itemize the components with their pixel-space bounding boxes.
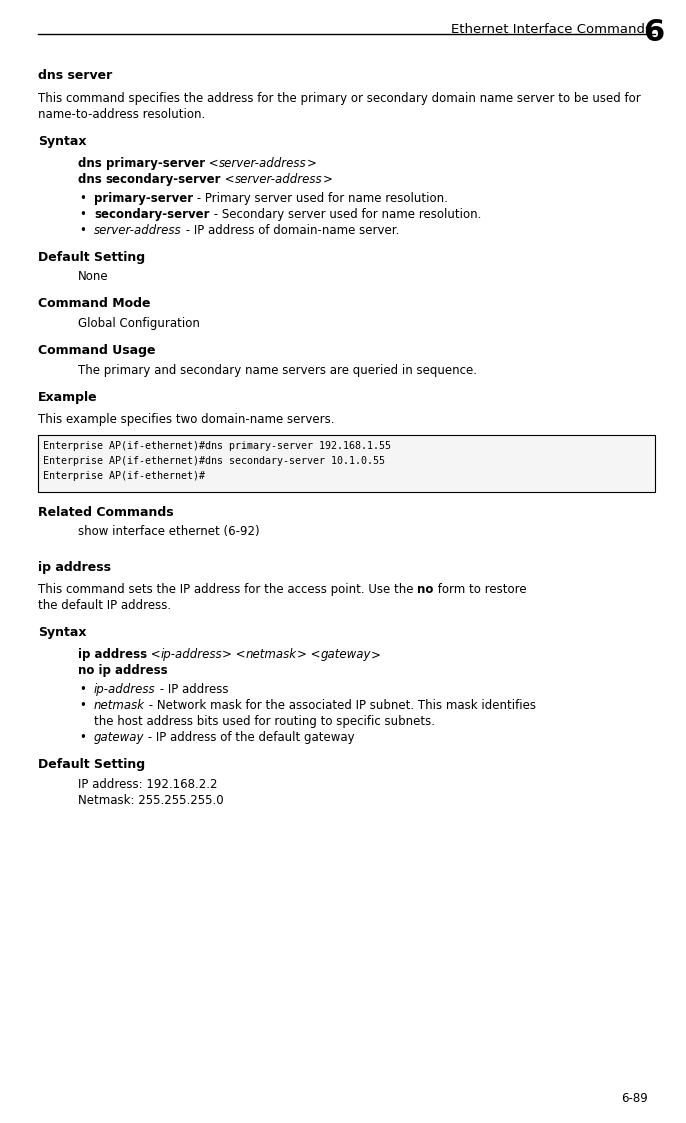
Text: - Secondary server used for name resolution.: - Secondary server used for name resolut… — [209, 208, 481, 220]
Text: server-address: server-address — [94, 223, 182, 237]
Text: the host address bits used for routing to specific subnets.: the host address bits used for routing t… — [94, 715, 435, 728]
Text: > <: > < — [222, 648, 246, 661]
Text: - Network mask for the associated IP subnet. This mask identifies: - Network mask for the associated IP sub… — [145, 699, 536, 712]
Text: This example specifies two domain-name servers.: This example specifies two domain-name s… — [38, 413, 335, 426]
Bar — [38, 435, 655, 492]
Text: 6: 6 — [643, 18, 664, 47]
Text: Example: Example — [38, 391, 97, 404]
Text: •: • — [79, 731, 86, 743]
Text: - IP address of domain-name server.: - IP address of domain-name server. — [182, 223, 399, 237]
Text: server-address: server-address — [219, 157, 306, 170]
Text: •: • — [79, 223, 86, 237]
Text: primary-server: primary-server — [94, 192, 193, 204]
Text: >: > — [306, 157, 316, 170]
Text: Command Usage: Command Usage — [38, 344, 156, 357]
Text: The primary and secondary name servers are queried in sequence.: The primary and secondary name servers a… — [78, 364, 477, 376]
Text: form to restore: form to restore — [434, 583, 526, 596]
Text: Netmask: 255.255.255.0: Netmask: 255.255.255.0 — [78, 794, 224, 806]
Text: Default Setting: Default Setting — [38, 758, 145, 770]
Text: gateway: gateway — [320, 648, 371, 661]
Text: secondary-server: secondary-server — [94, 208, 209, 220]
Text: server-address: server-address — [235, 173, 322, 186]
Text: <: < — [205, 157, 219, 170]
Text: IP address: 192.168.2.2: IP address: 192.168.2.2 — [78, 777, 217, 791]
Text: <: < — [222, 173, 235, 186]
Text: Syntax: Syntax — [38, 135, 86, 147]
Text: ip-address: ip-address — [161, 648, 222, 661]
Text: •: • — [79, 192, 86, 204]
Text: ip address: ip address — [38, 560, 111, 574]
Text: 6-89: 6-89 — [622, 1092, 648, 1105]
Text: show interface ethernet (6-92): show interface ethernet (6-92) — [78, 526, 259, 538]
Text: <: < — [147, 648, 161, 661]
Text: the default IP address.: the default IP address. — [38, 599, 171, 612]
Text: •: • — [79, 699, 86, 712]
Text: no: no — [417, 583, 434, 596]
Text: >: > — [322, 173, 333, 186]
Text: - IP address: - IP address — [156, 683, 228, 696]
Text: Related Commands: Related Commands — [38, 505, 174, 519]
Text: Enterprise AP(if-ethernet)#dns secondary-server 10.1.0.55: Enterprise AP(if-ethernet)#dns secondary… — [43, 456, 385, 466]
Text: None: None — [78, 271, 108, 283]
Text: dns: dns — [78, 157, 106, 170]
Text: no ip address: no ip address — [78, 665, 167, 677]
Text: Enterprise AP(if-ethernet)#: Enterprise AP(if-ethernet)# — [43, 471, 205, 481]
Text: primary-server: primary-server — [106, 157, 205, 170]
Text: •: • — [79, 683, 86, 696]
Text: dns: dns — [78, 173, 106, 186]
Text: >: > — [371, 648, 381, 661]
Text: ip address: ip address — [78, 648, 147, 661]
Text: This command sets the IP address for the access point. Use the: This command sets the IP address for the… — [38, 583, 417, 596]
Text: gateway: gateway — [94, 731, 145, 743]
Text: netmask: netmask — [94, 699, 145, 712]
Text: •: • — [79, 208, 86, 220]
Text: name-to-address resolution.: name-to-address resolution. — [38, 108, 205, 120]
Text: secondary-server: secondary-server — [106, 173, 222, 186]
Text: - Primary server used for name resolution.: - Primary server used for name resolutio… — [193, 192, 448, 204]
Text: This command specifies the address for the primary or secondary domain name serv: This command specifies the address for t… — [38, 92, 641, 104]
Text: netmask: netmask — [246, 648, 297, 661]
Text: Global Configuration: Global Configuration — [78, 317, 200, 330]
Text: Ethernet Interface Commands: Ethernet Interface Commands — [451, 22, 652, 36]
Text: Syntax: Syntax — [38, 626, 86, 639]
Text: Command Mode: Command Mode — [38, 298, 150, 310]
Text: - IP address of the default gateway: - IP address of the default gateway — [145, 731, 355, 743]
Text: > <: > < — [297, 648, 320, 661]
Text: dns server: dns server — [38, 70, 113, 82]
Text: ip-address: ip-address — [94, 683, 156, 696]
Text: Enterprise AP(if-ethernet)#dns primary-server 192.168.1.55: Enterprise AP(if-ethernet)#dns primary-s… — [43, 440, 391, 450]
Text: Default Setting: Default Setting — [38, 250, 145, 264]
